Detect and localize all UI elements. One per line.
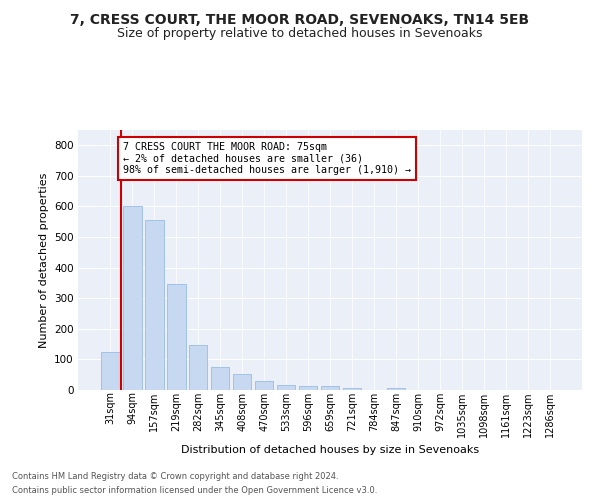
Bar bbox=[189, 344, 208, 390]
X-axis label: Distribution of detached houses by size in Sevenoaks: Distribution of detached houses by size … bbox=[181, 445, 479, 455]
Text: Contains HM Land Registry data © Crown copyright and database right 2024.: Contains HM Land Registry data © Crown c… bbox=[12, 472, 338, 481]
Bar bbox=[320, 386, 340, 390]
Bar bbox=[123, 206, 142, 390]
Text: 7 CRESS COURT THE MOOR ROAD: 75sqm
← 2% of detached houses are smaller (36)
98% : 7 CRESS COURT THE MOOR ROAD: 75sqm ← 2% … bbox=[124, 142, 412, 176]
Bar bbox=[211, 367, 229, 390]
Bar bbox=[386, 388, 405, 390]
Bar bbox=[255, 381, 274, 390]
Y-axis label: Number of detached properties: Number of detached properties bbox=[38, 172, 49, 348]
Text: 7, CRESS COURT, THE MOOR ROAD, SEVENOAKS, TN14 5EB: 7, CRESS COURT, THE MOOR ROAD, SEVENOAKS… bbox=[70, 12, 530, 26]
Bar bbox=[233, 374, 251, 390]
Bar bbox=[145, 220, 164, 390]
Bar bbox=[343, 388, 361, 390]
Text: Contains public sector information licensed under the Open Government Licence v3: Contains public sector information licen… bbox=[12, 486, 377, 495]
Bar bbox=[277, 386, 295, 390]
Bar bbox=[167, 284, 185, 390]
Bar bbox=[101, 352, 119, 390]
Bar bbox=[299, 386, 317, 390]
Text: Size of property relative to detached houses in Sevenoaks: Size of property relative to detached ho… bbox=[117, 28, 483, 40]
